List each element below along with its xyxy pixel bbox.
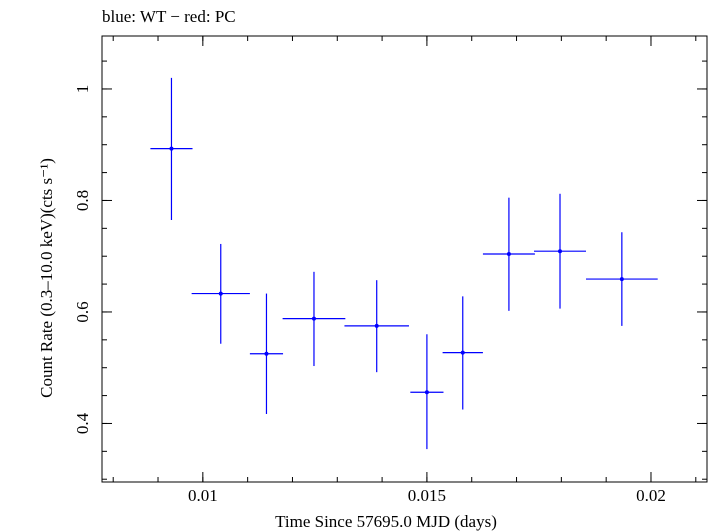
data-point bbox=[191, 243, 250, 344]
data-point bbox=[534, 193, 586, 309]
minor-ticks bbox=[102, 36, 707, 482]
data-point bbox=[249, 293, 284, 414]
x-axis-label: Time Since 57695.0 MJD (days) bbox=[275, 512, 497, 531]
y-tick-label: 0.8 bbox=[73, 190, 92, 211]
y-tick-label: 0.4 bbox=[73, 412, 92, 434]
data-point bbox=[410, 334, 444, 450]
data-point bbox=[442, 296, 483, 410]
x-tick-label: 0.01 bbox=[188, 486, 218, 505]
data-point bbox=[150, 77, 193, 220]
data-point bbox=[586, 232, 658, 326]
data-marker bbox=[311, 316, 316, 321]
y-tick-label: 0.6 bbox=[73, 301, 92, 322]
data-point bbox=[482, 197, 535, 311]
data-marker bbox=[264, 351, 269, 356]
y-tick-labels: 0.4 0.6 0.8 1 bbox=[73, 85, 92, 434]
data-marker bbox=[169, 146, 174, 151]
data-marker bbox=[218, 291, 223, 296]
chart-title: blue: WT − red: PC bbox=[102, 7, 236, 26]
data-marker bbox=[506, 251, 511, 256]
data-marker bbox=[424, 390, 429, 395]
y-axis-label: Count Rate (0.3–10.0 keV)(cts s⁻¹) bbox=[37, 158, 56, 398]
x-tick-labels: 0.01 0.015 0.02 bbox=[188, 486, 666, 505]
data-marker bbox=[460, 350, 465, 355]
y-tick-label: 1 bbox=[73, 85, 92, 94]
data-series-wt bbox=[150, 77, 658, 450]
data-marker bbox=[374, 323, 379, 328]
data-point bbox=[282, 271, 346, 367]
major-ticks bbox=[102, 36, 707, 482]
plot-frame bbox=[101, 35, 708, 483]
x-tick-label: 0.015 bbox=[408, 486, 446, 505]
data-point bbox=[344, 280, 409, 373]
x-tick-label: 0.02 bbox=[636, 486, 666, 505]
data-marker bbox=[619, 277, 624, 282]
data-marker bbox=[558, 249, 563, 254]
